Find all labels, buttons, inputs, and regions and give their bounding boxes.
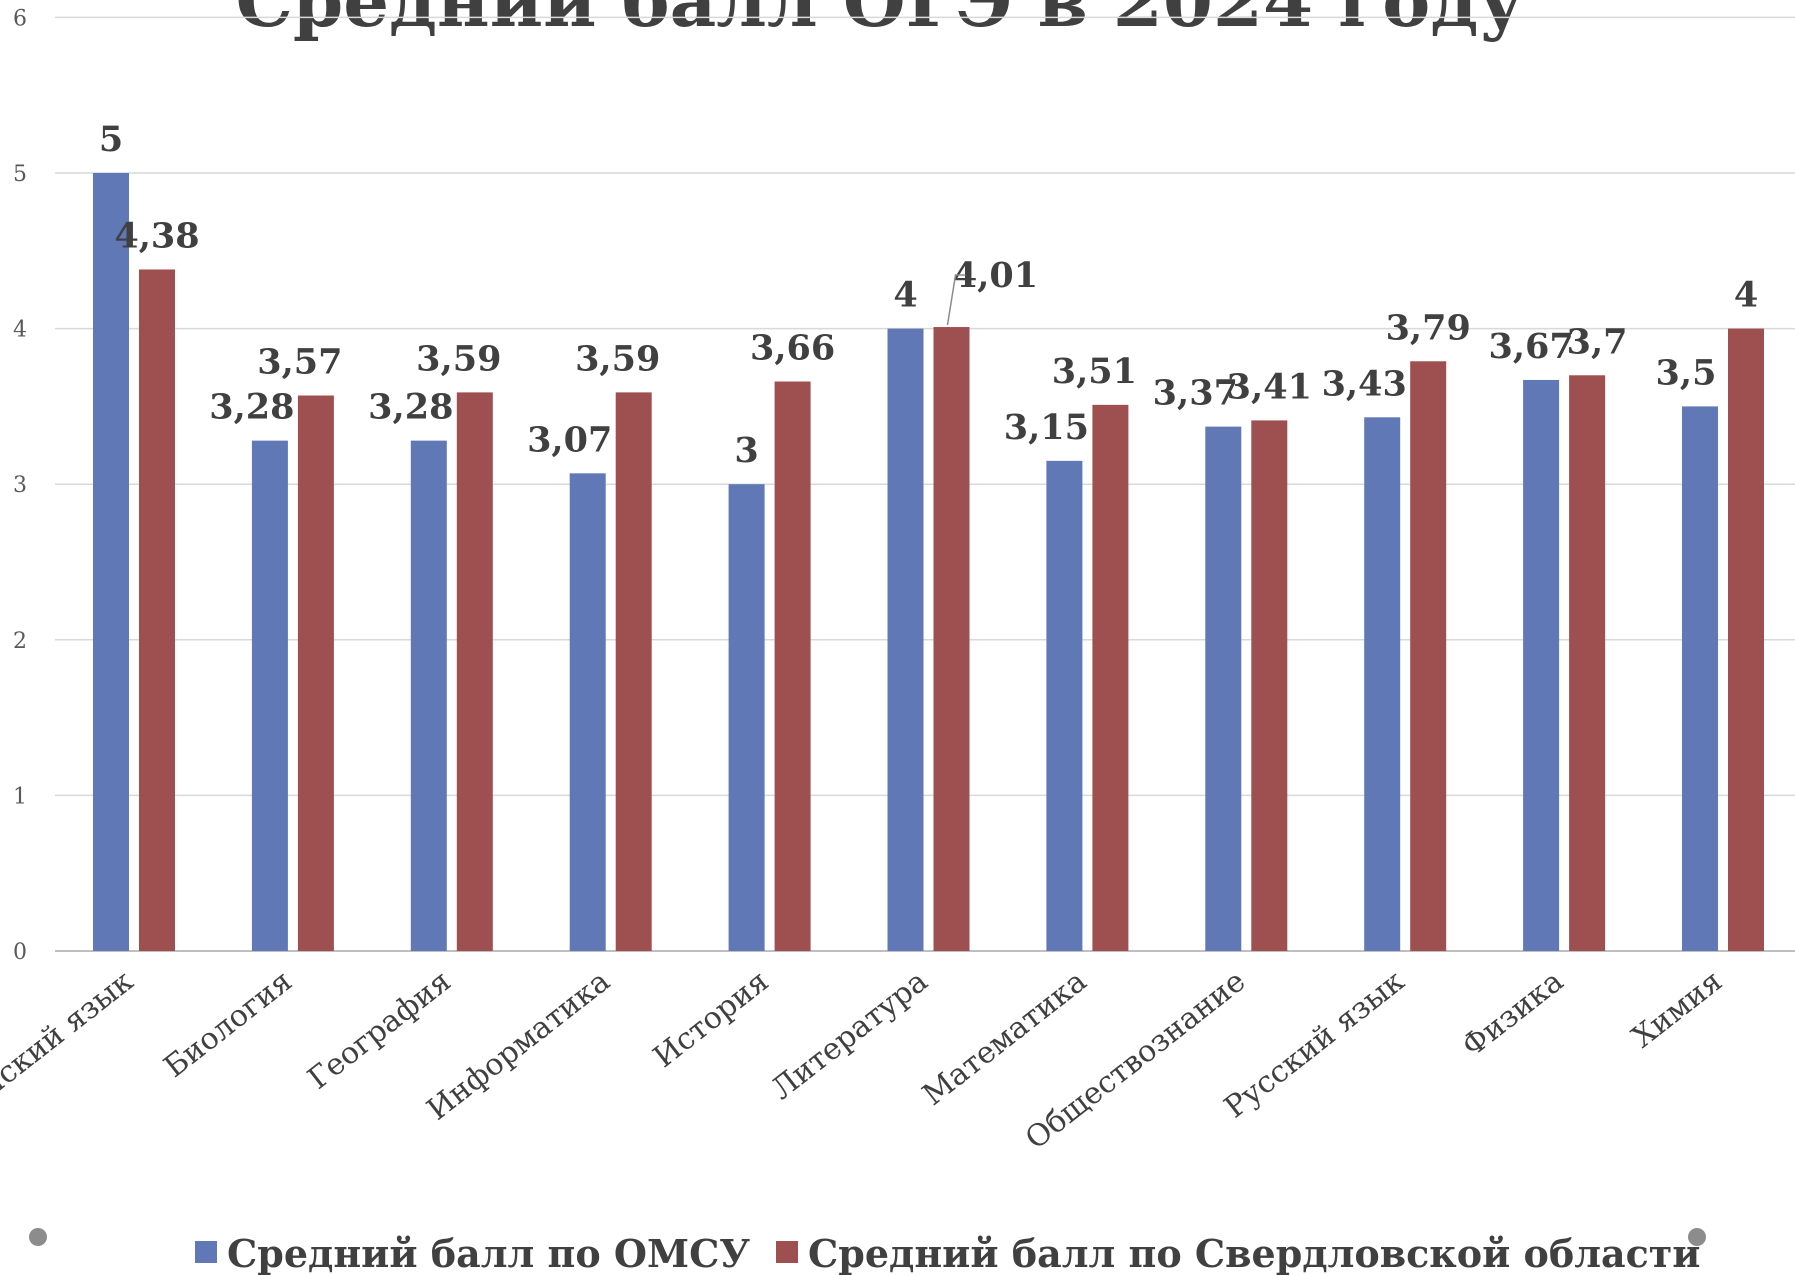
- data-label-omsu-0: 5: [99, 119, 123, 160]
- bar-region-4: [774, 381, 811, 951]
- data-label-region-6: 3,51: [1052, 351, 1137, 392]
- gridlines: [55, 16, 1795, 952]
- bar-omsu-2: [410, 440, 447, 951]
- x-tick-label: Математика: [916, 964, 1093, 1113]
- y-tick-label: 4: [13, 318, 27, 343]
- y-tick-label: 3: [13, 473, 27, 498]
- bar-region-1: [297, 395, 334, 951]
- legend-swatch-region: [776, 1241, 798, 1263]
- bar-region-3: [615, 392, 652, 951]
- data-label-region-4: 3,66: [750, 328, 835, 369]
- bar-region-9: [1569, 375, 1606, 951]
- legend: Средний балл по ОМСУ Средний балл по Све…: [195, 1231, 1700, 1275]
- bar-omsu-4: [728, 484, 765, 951]
- data-label-region-10: 4: [1734, 275, 1758, 316]
- y-axis-ticks: 0 1 2 3 4 5 6: [13, 6, 27, 965]
- data-label-region-9: 3,7: [1567, 321, 1628, 362]
- bar-region-5: [933, 327, 970, 951]
- x-tick-label: Биология: [158, 964, 299, 1085]
- data-label-region-7: 3,41: [1227, 366, 1312, 407]
- x-tick-label: География: [302, 964, 458, 1097]
- y-tick-label: 5: [13, 162, 27, 187]
- x-axis-ticks: Английский язык Биология ГеографияИнформат…: [0, 964, 1729, 1164]
- bar-region-7: [1251, 420, 1288, 951]
- bar-omsu-3: [569, 473, 606, 951]
- bar-region-10: [1728, 328, 1764, 952]
- bar-omsu-9: [1523, 379, 1560, 951]
- data-label-omsu-1: 3,28: [209, 387, 294, 428]
- bar-omsu-8: [1364, 417, 1401, 951]
- data-label-omsu-8: 3,43: [1322, 363, 1407, 404]
- chart-title: Средний балл ОГЭ в 2024 году: [236, 0, 1525, 43]
- data-label-region-2: 3,59: [416, 338, 501, 379]
- x-tick-label: Литература: [765, 964, 935, 1107]
- bar-omsu-10: [1682, 406, 1718, 951]
- bar-omsu-0: [93, 173, 129, 951]
- bar-omsu-5: [887, 328, 924, 952]
- y-tick-label: 2: [13, 629, 27, 654]
- bars: [93, 173, 1764, 952]
- data-label-omsu-7: 3,37: [1153, 373, 1238, 414]
- bar-region-8: [1410, 361, 1447, 951]
- bar-omsu-1: [251, 440, 288, 951]
- x-tick-label: История: [647, 964, 776, 1075]
- leader-line: [946, 274, 966, 326]
- bar-region-2: [456, 392, 493, 951]
- y-tick-label: 6: [13, 6, 27, 31]
- slide-dot-left: [29, 1228, 47, 1246]
- x-tick-label: Английский язык: [0, 964, 140, 1164]
- bar-region-6: [1092, 404, 1129, 951]
- bar-omsu-6: [1046, 460, 1083, 951]
- data-label-region-0: 4,38: [114, 215, 199, 256]
- data-label-omsu-3: 3,07: [527, 419, 612, 460]
- y-tick-label: 0: [13, 940, 27, 965]
- data-label-omsu-5: 4: [893, 275, 917, 316]
- legend-label-region: Средний балл по Свердловской области: [808, 1231, 1700, 1275]
- data-label-omsu-4: 3: [734, 430, 758, 471]
- data-label-region-8: 3,79: [1386, 307, 1471, 348]
- legend-swatch-omsu: [195, 1241, 217, 1263]
- data-label-region-1: 3,57: [257, 342, 342, 383]
- x-tick-label: Химия: [1626, 964, 1729, 1055]
- legend-label-omsu: Средний балл по ОМСУ: [227, 1231, 750, 1275]
- slide-dot-right: [1688, 1228, 1706, 1246]
- data-label-omsu-9: 3,67: [1488, 326, 1573, 367]
- data-label-omsu-2: 3,28: [368, 387, 453, 428]
- data-label-region-3: 3,59: [575, 338, 660, 379]
- y-tick-label: 1: [13, 784, 27, 809]
- x-tick-label: Физика: [1456, 964, 1571, 1064]
- bar-region-0: [139, 269, 175, 951]
- data-label-omsu-6: 3,15: [1004, 407, 1089, 448]
- data-label-omsu-10: 3,5: [1656, 352, 1717, 393]
- bar-omsu-7: [1205, 426, 1242, 951]
- data-label-region-5: 4,01: [953, 255, 1038, 296]
